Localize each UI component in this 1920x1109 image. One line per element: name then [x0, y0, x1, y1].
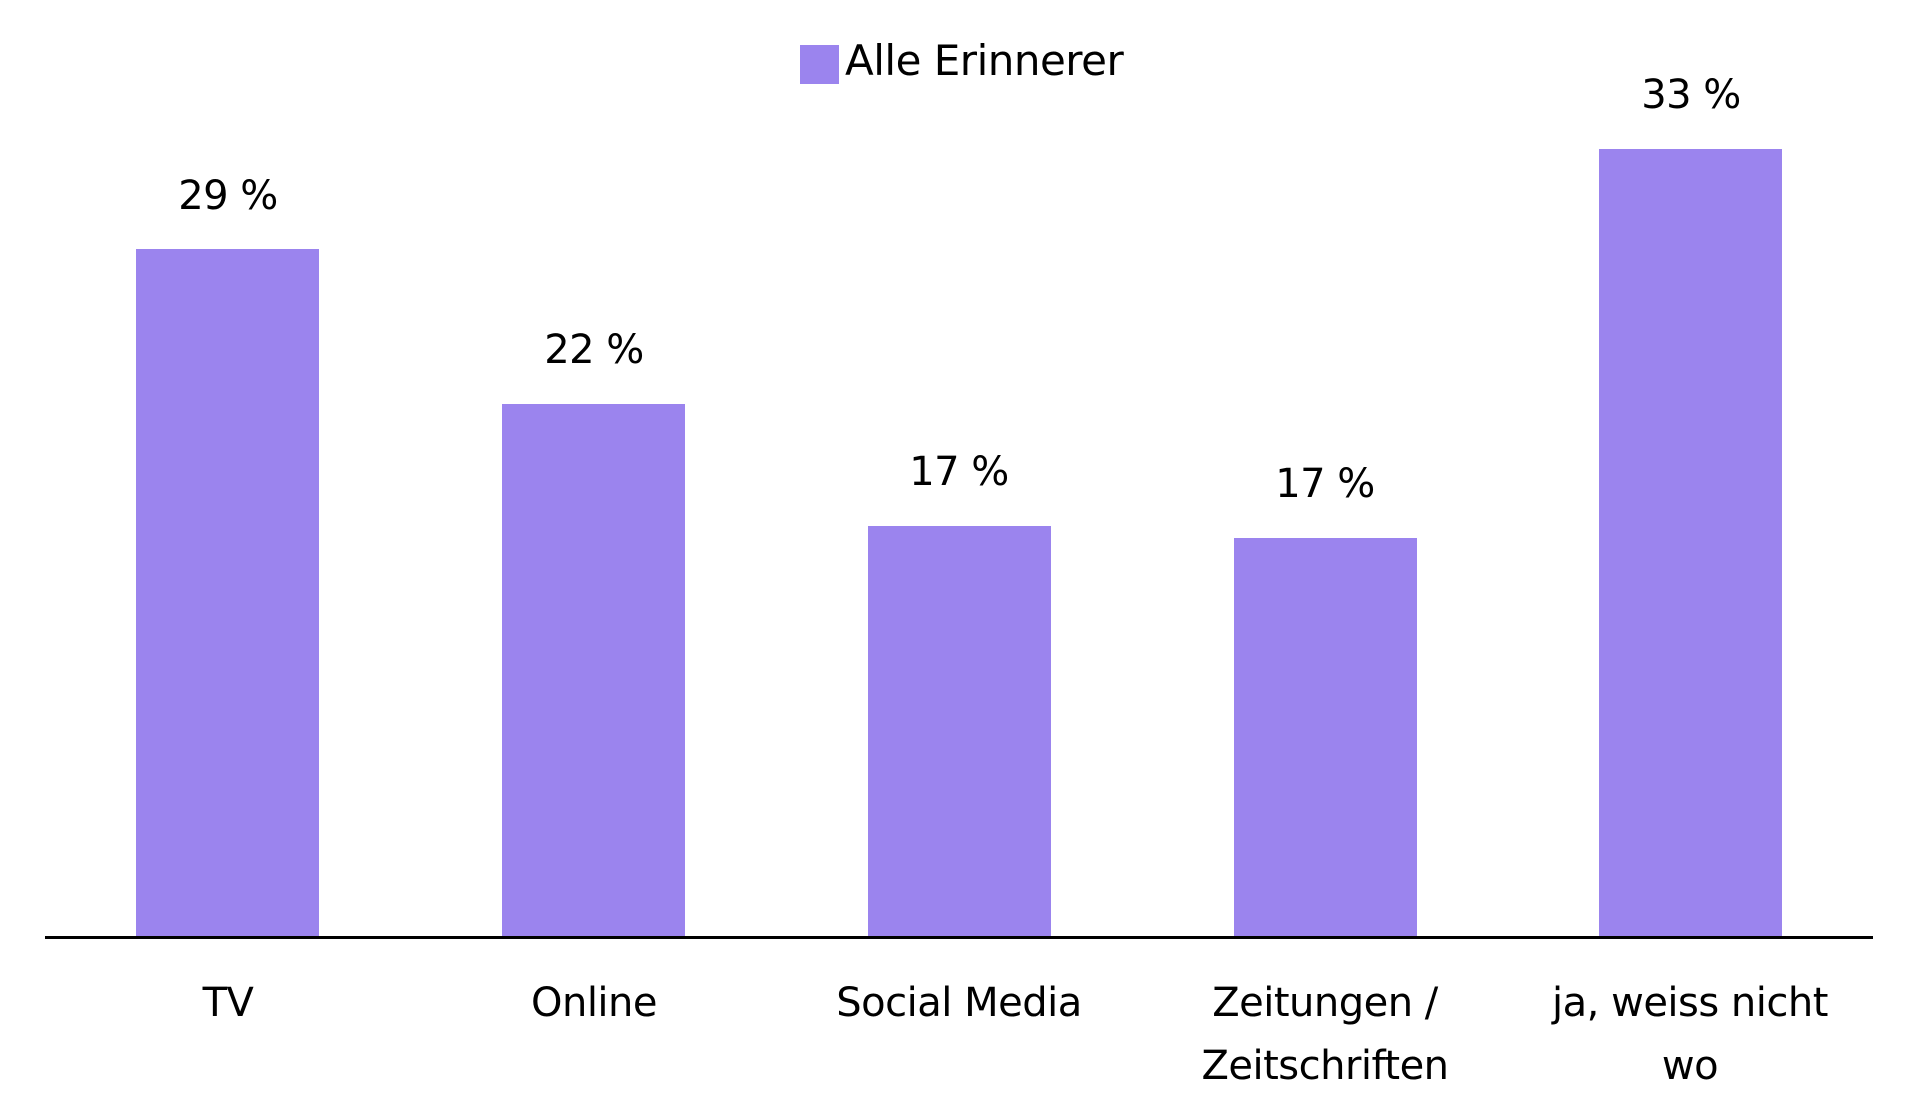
bar-weiss-nicht-wo: [1599, 149, 1782, 937]
data-label-weiss-nicht-wo: 33 %: [1641, 72, 1741, 118]
category-label-weiss-nicht-wo: ja, weiss nicht wo: [1552, 980, 1828, 1089]
bar-zeitungen: [1234, 538, 1417, 937]
data-label-tv: 29 %: [178, 173, 278, 219]
bar-online: [502, 404, 685, 937]
legend-label: Alle Erinnerer: [845, 36, 1124, 85]
data-label-zeitungen: 17 %: [1275, 461, 1375, 507]
data-label-social-media: 17 %: [909, 449, 1009, 495]
x-axis-line: [45, 936, 1873, 939]
bar-social-media: [868, 526, 1051, 937]
bar-tv: [136, 249, 319, 937]
category-label-online: Online: [530, 980, 658, 1026]
legend: Alle Erinnerer: [800, 36, 1124, 86]
category-label-zeitungen: Zeitungen / Zeitschriften: [1201, 980, 1449, 1089]
legend-swatch: [800, 44, 839, 84]
category-label-social-media: Social Media: [836, 980, 1082, 1026]
category-label-tv: TV: [202, 980, 254, 1026]
data-label-online: 22 %: [544, 327, 644, 373]
